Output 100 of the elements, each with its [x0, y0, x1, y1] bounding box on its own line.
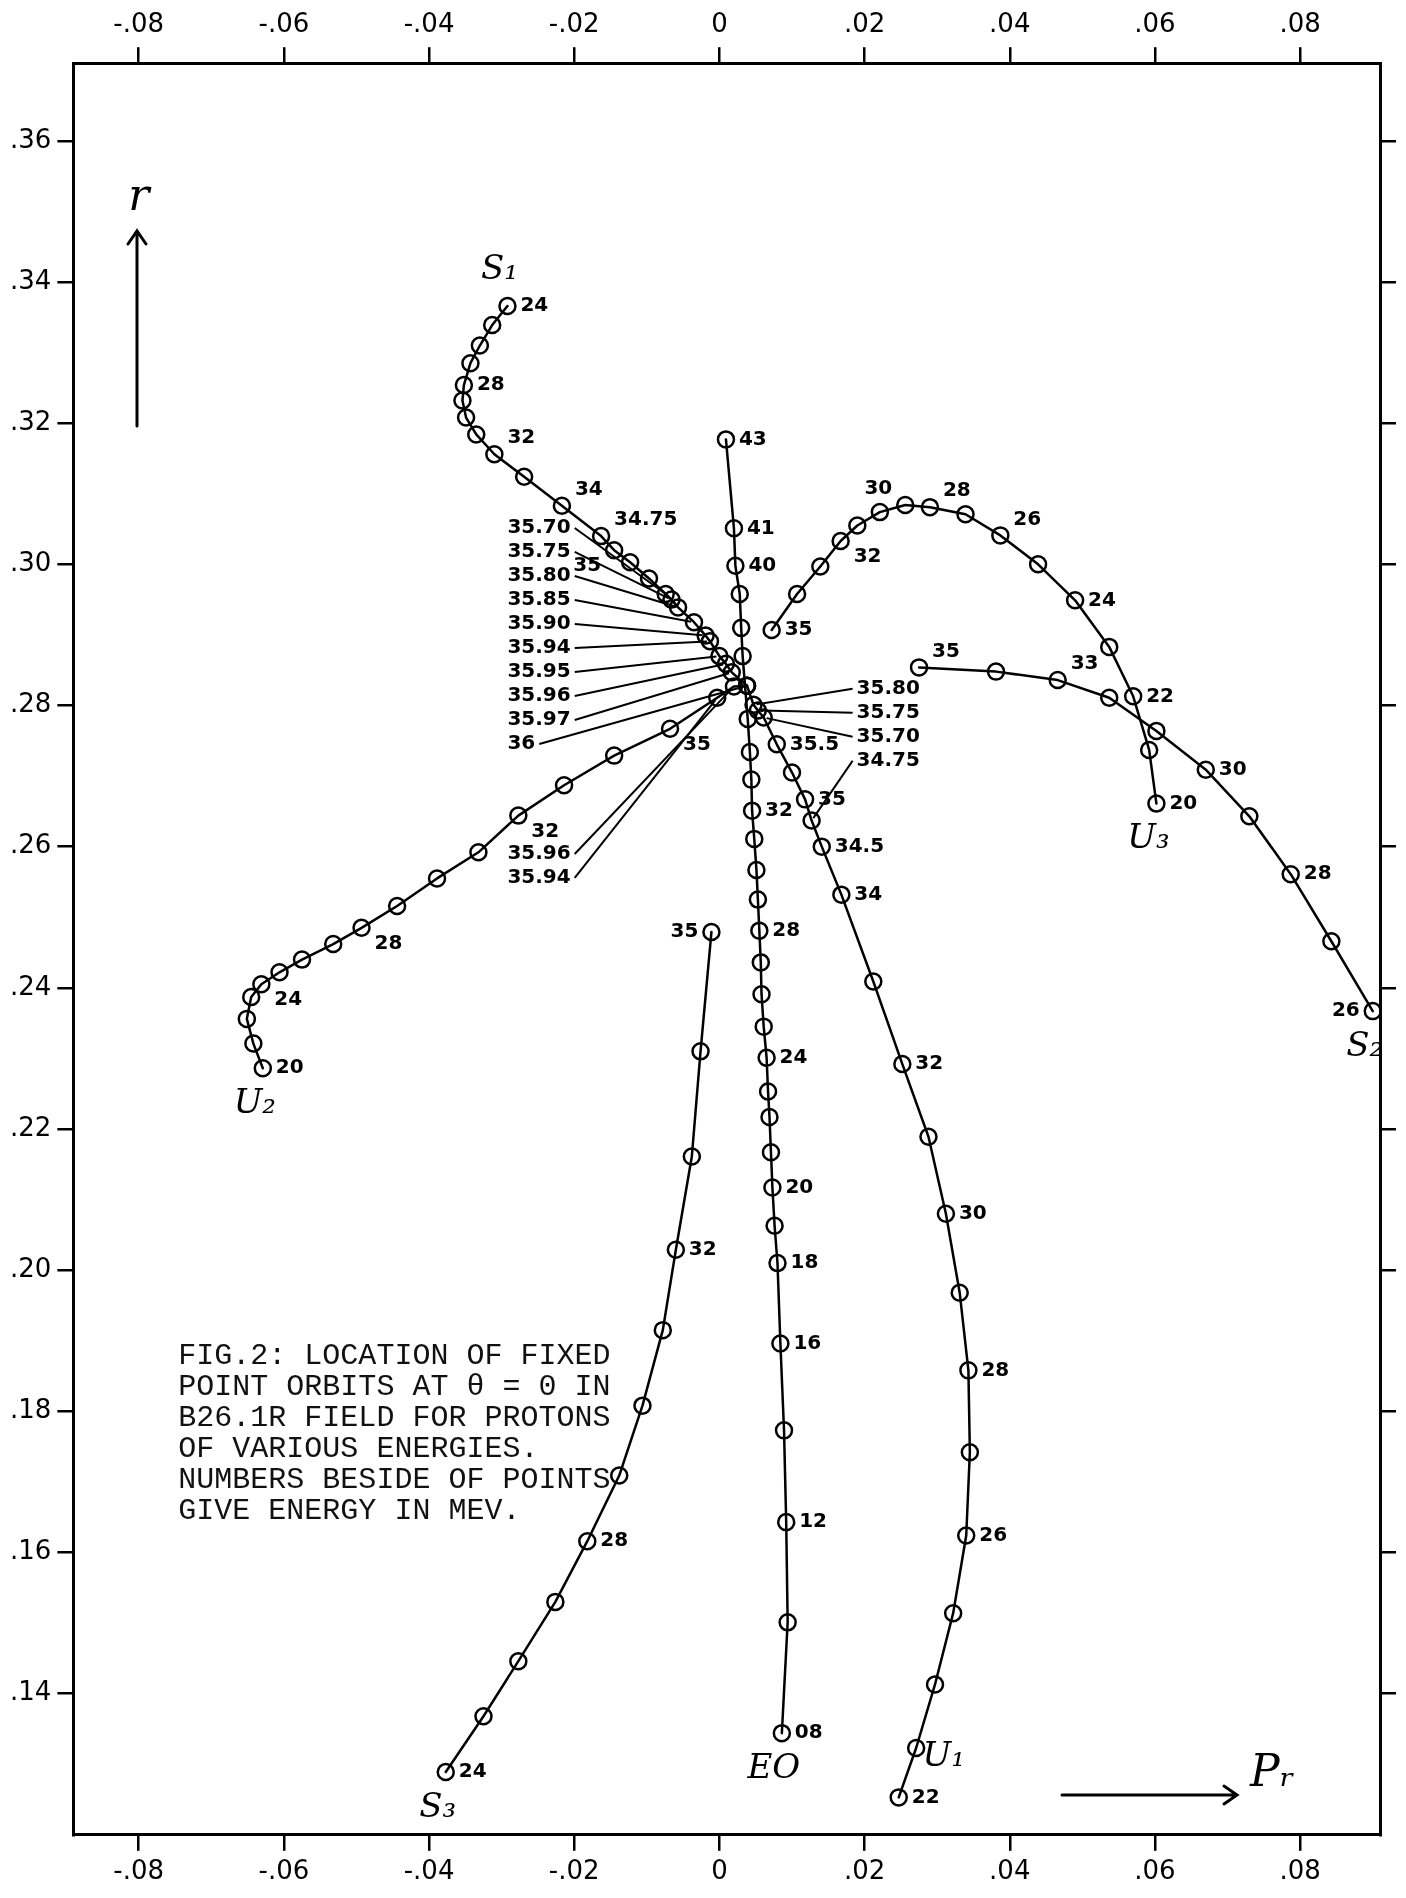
annotation: 41 — [746, 514, 775, 539]
x-tick-label: .06 — [1134, 1855, 1176, 1886]
annotation: 35.5 — [789, 730, 840, 755]
series-label: S₃ — [419, 1784, 457, 1825]
x-axis-title: Pᵣ — [1249, 1745, 1295, 1797]
annotation: 35.70 — [507, 514, 571, 539]
annotation: 28 — [374, 930, 403, 955]
annotation: 33 — [1070, 650, 1099, 675]
x-tick-label: -.02 — [548, 1855, 600, 1886]
annotation: 12 — [799, 1508, 828, 1533]
annotation: 32 — [915, 1050, 944, 1075]
annotation: 24 — [779, 1043, 808, 1068]
x2-tick-label: -.02 — [548, 8, 600, 39]
annotation: 28 — [1303, 860, 1332, 885]
annotation: 32 — [853, 543, 882, 568]
x2-tick-label: .06 — [1134, 8, 1176, 39]
x-tick-label: .02 — [843, 1855, 886, 1886]
annotation: 35.80 — [507, 562, 571, 587]
annotation: 18 — [790, 1249, 819, 1274]
annotation: 26 — [1331, 997, 1360, 1022]
annotation: 28 — [942, 477, 971, 502]
y-tick-label: .34 — [9, 264, 52, 295]
annotation: 34 — [574, 475, 603, 500]
annotation: 35 — [670, 918, 699, 943]
annotation: 35.85 — [507, 586, 571, 611]
annotation: 36 — [507, 730, 536, 755]
annotation: 35.97 — [507, 706, 571, 731]
x-tick-label: .08 — [1279, 1855, 1321, 1886]
y-tick-label: .18 — [9, 1394, 52, 1425]
annotation: 24 — [1088, 586, 1116, 611]
series-label: U₂ — [233, 1081, 276, 1122]
series-label: S₁ — [480, 246, 518, 287]
series-label: U₃ — [1127, 816, 1170, 857]
annotation: 35.90 — [507, 610, 571, 635]
annotation: 30 — [1218, 755, 1247, 780]
y-tick-label: .32 — [9, 405, 52, 436]
annotation: 32 — [688, 1235, 717, 1260]
annotation: 22 — [911, 1783, 940, 1808]
x2-tick-label: -.04 — [403, 8, 455, 39]
annotation: 35.94 — [507, 634, 571, 659]
y-tick-label: .20 — [9, 1252, 52, 1283]
annotation: 35 — [784, 616, 813, 641]
x-tick-label: -.06 — [258, 1855, 310, 1886]
annotation: 35.70 — [856, 722, 920, 747]
annotation: 30 — [958, 1199, 987, 1224]
y-axis-title: r — [128, 168, 153, 220]
x-tick-label: -.08 — [113, 1855, 165, 1886]
annotation: 20 — [785, 1173, 814, 1198]
y-tick-label: .26 — [9, 829, 52, 860]
x2-tick-label: 0 — [711, 8, 728, 39]
annotation: 28 — [772, 916, 801, 941]
y-tick-label: .16 — [9, 1535, 52, 1566]
annotation: 35 — [932, 637, 960, 662]
x2-tick-label: -.06 — [258, 8, 310, 39]
x2-tick-label: .04 — [989, 8, 1031, 39]
annotation: 26 — [979, 1521, 1008, 1546]
annotation: 24 — [274, 986, 303, 1011]
annotation: 22 — [1146, 682, 1175, 707]
x-tick-label: -.04 — [403, 1855, 455, 1886]
annotation: 40 — [748, 551, 777, 576]
x2-tick-label: .08 — [1279, 8, 1321, 39]
annotation: 35.95 — [507, 658, 571, 683]
series-label: U₁ — [922, 1734, 965, 1775]
annotation: 35.80 — [856, 674, 920, 699]
annotation: 28 — [981, 1356, 1010, 1381]
y-tick-label: .14 — [9, 1676, 52, 1707]
annotation: 32 — [507, 424, 536, 449]
annotation: 28 — [600, 1527, 629, 1552]
annotation: 34.75 — [856, 746, 920, 771]
annotation: 24 — [520, 292, 549, 317]
annotation: 35.94 — [507, 864, 571, 889]
annotation: 35.75 — [507, 538, 571, 563]
y-tick-label: .28 — [9, 688, 52, 719]
annotation: 16 — [793, 1329, 822, 1354]
annotation: 32 — [765, 796, 793, 821]
series-label: EO — [746, 1745, 801, 1786]
x2-tick-label: .02 — [843, 8, 886, 39]
annotation: 43 — [738, 425, 767, 450]
annotation: 35 — [573, 552, 602, 577]
annotation: 20 — [1169, 789, 1198, 814]
y-tick-label: .30 — [9, 547, 52, 578]
annotation: 08 — [794, 1719, 823, 1744]
annotation: 24 — [458, 1758, 487, 1783]
y-tick-label: .36 — [9, 123, 52, 154]
annotation: 34.75 — [614, 506, 678, 531]
annotation: 34.5 — [834, 832, 885, 857]
annotation: 28 — [476, 371, 505, 396]
annotation: 32 — [531, 817, 560, 842]
annotation: 35 — [683, 730, 711, 755]
annotation: FIG.2: LOCATION OF FIXED POINT ORBITS AT θ = 0 IN B26.1R FIELD FOR PROTONS OF VARIOUS ENERGIES. NUMBERS BESIDE OF POINTS GIVE ENERGY IN MEV. — [178, 1338, 611, 1528]
x-tick-label: 0 — [711, 1855, 728, 1886]
y-tick-label: .22 — [9, 1111, 52, 1142]
annotation: 35.96 — [507, 840, 571, 865]
annotation: 34 — [854, 880, 883, 905]
y-tick-label: .24 — [9, 970, 52, 1001]
annotation: 35.96 — [507, 682, 571, 707]
x2-tick-label: -.08 — [113, 8, 165, 39]
x-tick-label: .04 — [989, 1855, 1031, 1886]
annotation: 26 — [1013, 505, 1042, 530]
annotation: 20 — [275, 1054, 304, 1079]
